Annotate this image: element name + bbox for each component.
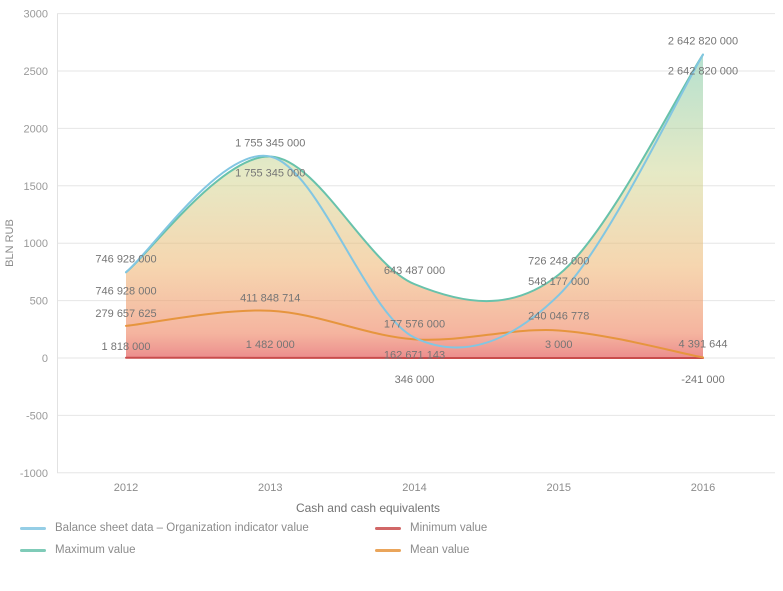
legend-marker [20,548,46,552]
data-label: 177 576 000 [384,319,445,331]
data-label: 162 671 143 [384,349,445,361]
y-tick-label: 3000 [24,9,48,21]
y-tick-label: 500 [30,296,48,308]
legend-marker [375,548,401,552]
legend-label: Maximum value [55,544,136,556]
data-label: 548 177 000 [528,276,589,288]
chart-plot: 746 928 000 1 755 345 000 177 576 000 548 1… [4,9,775,515]
data-label: 746 928 000 [95,253,156,265]
x-tick-label: 2015 [547,482,571,494]
x-tick-label: 2014 [402,482,426,494]
legend-item-1[interactable]: Minimum value [375,521,487,535]
data-label: 240 046 778 [528,310,589,322]
data-label: 279 657 625 [95,308,156,320]
y-axis-title: BLN RUB [4,219,16,267]
data-label: 1 818 000 [102,341,151,353]
y-tick-label: 1000 [24,238,48,250]
area-layer [126,54,703,359]
data-label: 2 642 820 000 [668,36,738,48]
series-line-3[interactable] [125,309,704,359]
data-label: 1 755 345 000 [235,137,305,149]
data-label: -241 000 [681,374,724,386]
legend-item-0[interactable]: Balance sheet data – Organization indica… [20,521,375,535]
y-tick-label: 2000 [24,123,48,135]
data-label: 2 642 820 000 [668,66,738,78]
y-tick-label: 1500 [24,181,48,193]
data-label-layer: 746 928 000 1 755 345 000 177 576 000 548 1… [95,36,738,386]
y-tick-label: 0 [42,353,48,365]
data-label: 726 248 000 [528,256,589,268]
data-label: 411 848 714 [240,293,300,305]
legend-label: Balance sheet data – Organization indica… [55,522,309,534]
x-tick-label: 2012 [114,482,138,494]
legend-label: Minimum value [410,522,488,534]
x-tick-label: 2016 [691,482,715,494]
legend-marker [375,526,401,530]
y-tick-label: -1000 [20,468,48,480]
legend-label: Mean value [410,544,470,556]
x-tick-label: 2013 [258,482,282,494]
data-label: 1 755 345 000 [235,167,305,179]
series-line-1[interactable] [125,53,704,302]
data-label: 1 482 000 [246,339,295,351]
y-tick-label: -500 [26,410,48,422]
area-fill [126,54,703,359]
legend-item-2[interactable]: Maximum value [20,543,375,557]
y-tick-label: 2500 [24,66,48,78]
legend: Balance sheet data – Organization indica… [20,521,487,557]
series-line-0[interactable] [125,53,704,349]
legend-marker [20,526,46,530]
data-label: 643 487 000 [384,265,445,277]
legend-item-3[interactable]: Mean value [375,543,487,557]
data-label: 746 928 000 [95,285,156,297]
data-label: 3 000 [545,339,573,351]
tick-layer: 3000 2500 2000 1500 1000 500 0 -500 -1000 2012 201… [20,9,715,494]
series-layer [125,53,704,360]
chart-title: Cash and cash equivalents [296,501,440,515]
data-label: 346 000 [395,374,435,386]
data-label: 4 391 644 [679,338,728,350]
